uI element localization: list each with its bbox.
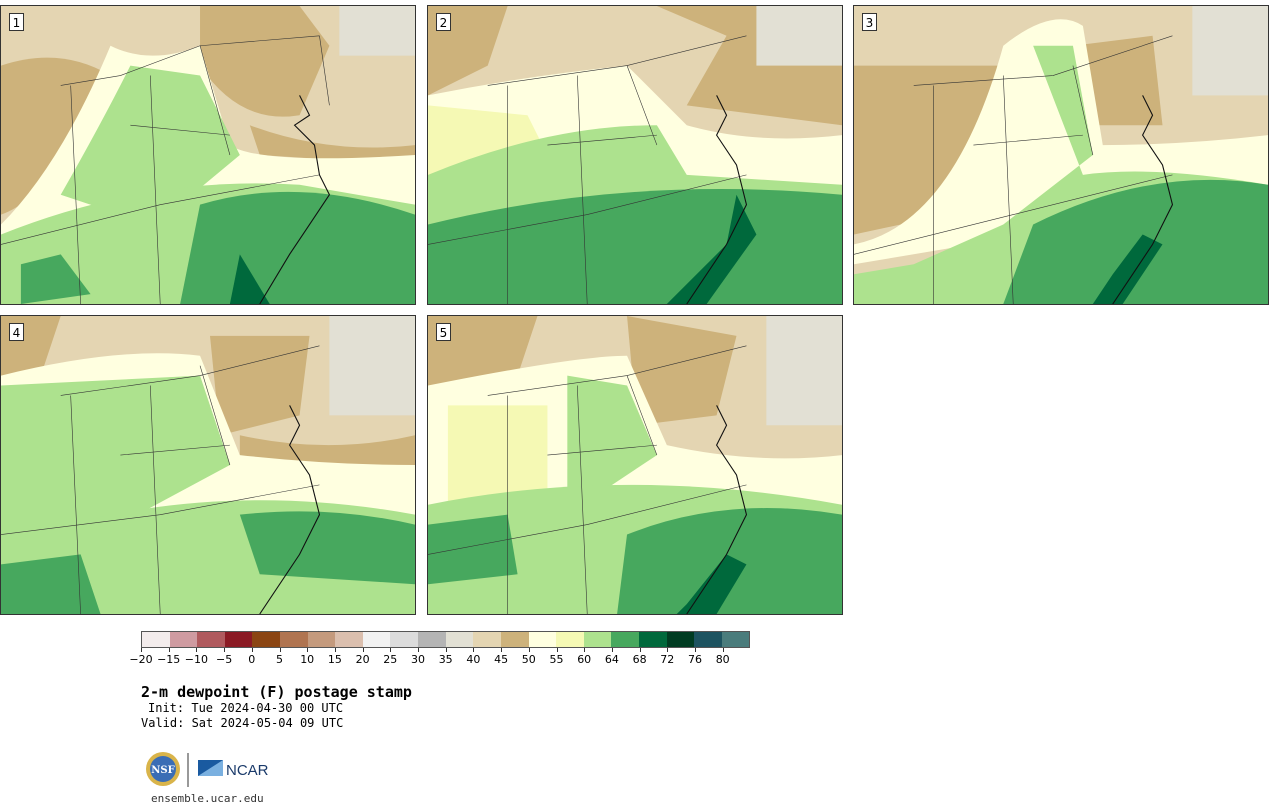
colorbar-tick bbox=[196, 648, 198, 652]
colorbar-swatch bbox=[583, 632, 612, 647]
init-time: Init: Tue 2024-04-30 00 UTC bbox=[148, 701, 344, 715]
site-url: ensemble.ucar.edu bbox=[151, 792, 264, 805]
member-number-5: 5 bbox=[436, 323, 451, 341]
colorbar-tick bbox=[390, 648, 392, 652]
colorbar-tick-label: −15 bbox=[157, 653, 181, 666]
colorbar-tick-label: 5 bbox=[276, 653, 283, 666]
product-title: 2-m dewpoint (F) postage stamp bbox=[141, 683, 412, 701]
colorbar-tick-label: 80 bbox=[715, 653, 730, 666]
colorbar-tick bbox=[307, 648, 309, 652]
colorbar-swatch bbox=[142, 632, 170, 647]
colorbar-swatch bbox=[500, 632, 529, 647]
colorbar-swatch bbox=[252, 632, 281, 647]
nsf-ncar-logos: NSF NCAR bbox=[146, 752, 269, 787]
colorbar-tick bbox=[251, 648, 253, 652]
svg-text:NCAR: NCAR bbox=[226, 762, 269, 779]
colorbar-swatch bbox=[197, 632, 225, 647]
colorbar-tick bbox=[445, 648, 447, 652]
dewpoint-map-3 bbox=[854, 6, 1268, 304]
colorbar-tick-label: −10 bbox=[184, 653, 208, 666]
colorbar-tick-label: 72 bbox=[660, 653, 675, 666]
colorbar-swatch bbox=[556, 632, 584, 647]
dewpoint-map-2 bbox=[428, 6, 842, 304]
member-number-1: 1 bbox=[9, 13, 24, 31]
colorbar-tick-label: 0 bbox=[248, 653, 256, 666]
svg-text:NSF: NSF bbox=[151, 765, 174, 776]
ensemble-member-map-4: 4 bbox=[0, 315, 416, 615]
colorbar-tick-labels: −20 −15 −10 −5 0 5 10 15 20 25 30 35 40 45 50 55 60 64 68 7… bbox=[129, 648, 757, 668]
colorbar-tick bbox=[722, 648, 724, 652]
colorbar-tick bbox=[667, 648, 669, 652]
colorbar-swatch bbox=[694, 632, 722, 647]
dewpoint-map-1 bbox=[1, 6, 415, 304]
colorbar-swatch bbox=[390, 632, 419, 647]
colorbar-tick bbox=[639, 648, 641, 652]
colorbar-tick bbox=[611, 648, 613, 652]
colorbar-swatch bbox=[638, 632, 667, 647]
colorbar-tick bbox=[141, 648, 142, 652]
colorbar-tick bbox=[334, 648, 336, 652]
colorbar-swatch bbox=[473, 632, 501, 647]
ensemble-member-map-2: 2 bbox=[427, 5, 843, 305]
colorbar-tick bbox=[418, 648, 419, 652]
valid-time: Valid: Sat 2024-05-04 09 UTC bbox=[141, 716, 344, 730]
colorbar-swatch bbox=[224, 632, 253, 647]
colorbar-tick bbox=[501, 648, 503, 652]
colorbar-swatch bbox=[666, 632, 695, 647]
colorbar-tick-label: 60 bbox=[577, 653, 592, 666]
dewpoint-map-4 bbox=[1, 316, 415, 614]
member-number-3: 3 bbox=[862, 13, 877, 31]
colorbar-tick-label: −20 bbox=[129, 653, 153, 666]
colorbar-tick-label: 25 bbox=[383, 653, 398, 666]
colorbar-tick bbox=[528, 648, 530, 652]
colorbar-tick-label: 40 bbox=[466, 653, 481, 666]
colorbar-tick-label: 50 bbox=[521, 653, 536, 666]
colorbar-tick bbox=[362, 648, 364, 652]
colorbar-tick-label: 10 bbox=[300, 653, 315, 666]
colorbar-tick-label: 55 bbox=[549, 653, 564, 666]
ensemble-member-map-5: 5 bbox=[427, 315, 843, 615]
colorbar-tick bbox=[279, 648, 281, 652]
colorbar-swatch bbox=[362, 632, 391, 647]
ensemble-member-map-3: 3 bbox=[853, 5, 1269, 305]
colorbar-tick-label: 64 bbox=[604, 653, 619, 666]
colorbar-tick-label: −5 bbox=[215, 653, 233, 666]
colorbar-swatch bbox=[169, 632, 198, 647]
colorbar-swatch bbox=[335, 632, 363, 647]
ensemble-member-map-1: 1 bbox=[0, 5, 416, 305]
colorbar-tick bbox=[473, 648, 475, 652]
colorbar-tick bbox=[168, 648, 170, 652]
member-number-2: 2 bbox=[436, 13, 451, 31]
colorbar-tick-label: 15 bbox=[327, 653, 342, 666]
nsf-logo-icon: NSF bbox=[146, 752, 180, 786]
colorbar-swatch bbox=[528, 632, 557, 647]
dewpoint-colorbar bbox=[141, 631, 751, 648]
colorbar-tick bbox=[556, 648, 558, 652]
member-number-4: 4 bbox=[9, 323, 24, 341]
colorbar-swatch bbox=[307, 632, 336, 647]
colorbar-tick-label: 30 bbox=[411, 653, 425, 666]
colorbar-tick-label: 76 bbox=[688, 653, 702, 666]
colorbar-tick-label: 20 bbox=[355, 653, 370, 666]
colorbar-tick bbox=[695, 648, 696, 652]
colorbar-tick-label: 35 bbox=[438, 653, 453, 666]
ncar-logo-icon: NCAR bbox=[198, 760, 269, 779]
colorbar-swatch bbox=[445, 632, 474, 647]
colorbar-tick-label: 68 bbox=[632, 653, 647, 666]
colorbar-tick bbox=[584, 648, 586, 652]
colorbar-swatch bbox=[418, 632, 446, 647]
colorbar-swatch bbox=[721, 632, 750, 647]
dewpoint-map-5 bbox=[428, 316, 842, 614]
colorbar-tick-label: 45 bbox=[494, 653, 509, 666]
colorbar-swatch bbox=[280, 632, 308, 647]
colorbar-swatch bbox=[611, 632, 639, 647]
colorbar-tick bbox=[224, 648, 226, 652]
